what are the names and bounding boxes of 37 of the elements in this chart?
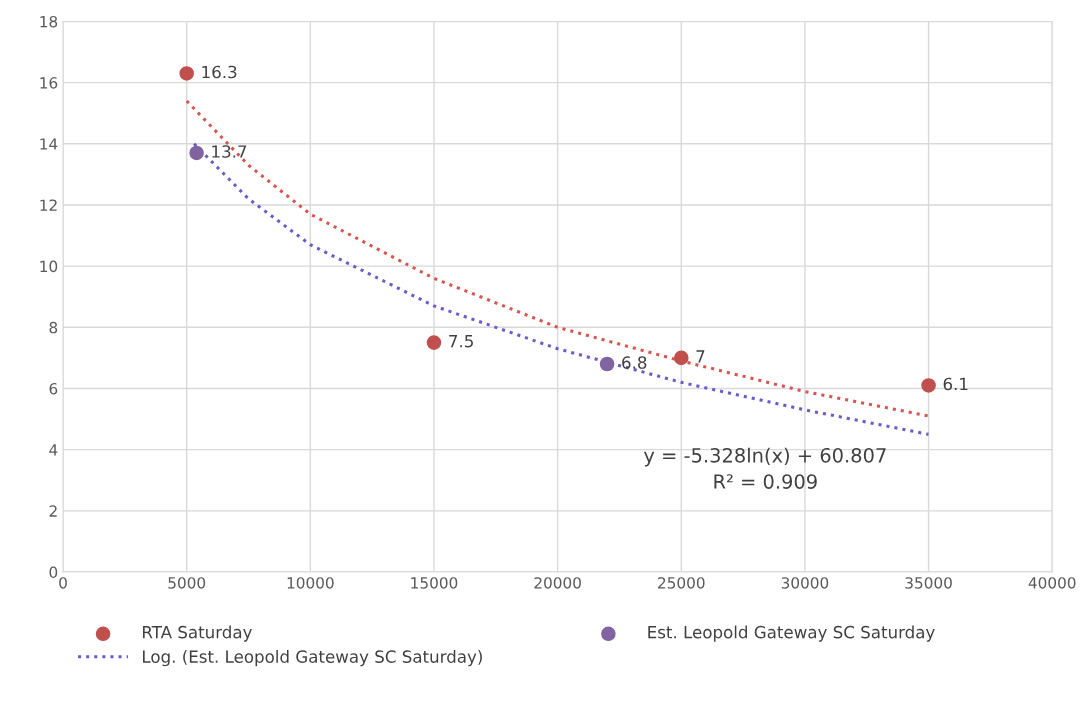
x-tick-label: 35000: [905, 577, 952, 589]
data-label: 7: [696, 350, 705, 363]
x-tick-label: 30000: [781, 577, 829, 589]
x-tick-label: 0: [59, 577, 67, 589]
point: [426, 335, 442, 350]
data-label: 16.3: [202, 65, 237, 79]
data-label: 6.8: [622, 356, 647, 369]
y-tick-label: 0: [49, 566, 58, 579]
point: [673, 350, 689, 366]
data-label: 6.1: [943, 377, 968, 391]
point: [179, 66, 194, 81]
x-tick-label: 5000: [168, 577, 206, 589]
x-tick-label: 20000: [534, 577, 581, 589]
y-tick-label: 10: [40, 260, 58, 273]
legend-label: Log. (Est. Leopold Gateway SC Saturday): [143, 650, 482, 667]
point: [921, 378, 936, 393]
x-tick-label: 10000: [287, 577, 334, 589]
point: [189, 145, 204, 161]
y-tick-label: 14: [40, 138, 58, 150]
y-tick-label: 4: [49, 444, 58, 456]
x-tick-label: 25000: [658, 577, 705, 589]
annotation: y = -5.328ln(x) + 60.807: [643, 447, 886, 467]
x-tick-label: 15000: [411, 577, 458, 589]
y-tick-label: 2: [49, 505, 57, 517]
legend-label: Est. Leopold Gateway SC Saturday: [648, 625, 935, 642]
y-tick-label: 8: [49, 321, 58, 334]
data-label: 7.5: [449, 335, 473, 348]
y-tick-label: 16: [40, 77, 58, 89]
x-tick-label: 40000: [1028, 577, 1076, 589]
point: [599, 356, 615, 372]
y-tick-label: 18: [40, 15, 58, 28]
y-tick-label: 12: [40, 199, 57, 211]
legend-label: RTA Saturday: [143, 625, 252, 642]
line-series: [185, 99, 931, 418]
y-tick-label: 6: [49, 382, 58, 395]
data-label: 13.7: [212, 145, 247, 158]
annotation: R² = 0.909: [714, 474, 817, 489]
